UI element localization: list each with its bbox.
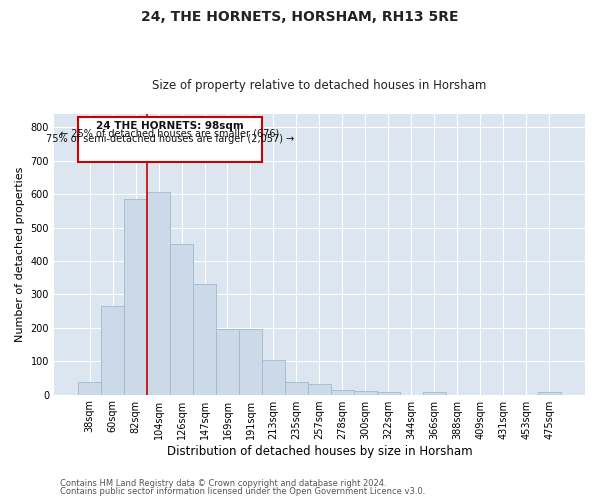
Bar: [331, 390, 354, 394]
Bar: [216, 329, 239, 394]
Text: 24, THE HORNETS, HORSHAM, RH13 5RE: 24, THE HORNETS, HORSHAM, RH13 5RE: [141, 10, 459, 24]
Bar: [101, 306, 124, 394]
Bar: [308, 384, 331, 394]
Y-axis label: Number of detached properties: Number of detached properties: [15, 166, 25, 342]
Bar: [78, 118, 262, 162]
Bar: [147, 192, 170, 394]
Bar: [377, 392, 400, 394]
Text: 75% of semi-detached houses are larger (2,057) →: 75% of semi-detached houses are larger (…: [46, 134, 294, 144]
Text: 24 THE HORNETS: 98sqm: 24 THE HORNETS: 98sqm: [96, 122, 244, 132]
Bar: [354, 390, 377, 394]
Bar: [124, 199, 147, 394]
Bar: [285, 382, 308, 394]
Bar: [170, 244, 193, 394]
Text: Contains HM Land Registry data © Crown copyright and database right 2024.: Contains HM Land Registry data © Crown c…: [60, 478, 386, 488]
Bar: [538, 392, 561, 394]
Text: ← 25% of detached houses are smaller (676): ← 25% of detached houses are smaller (67…: [61, 128, 280, 138]
Text: Contains public sector information licensed under the Open Government Licence v3: Contains public sector information licen…: [60, 487, 425, 496]
Bar: [78, 382, 101, 394]
X-axis label: Distribution of detached houses by size in Horsham: Distribution of detached houses by size …: [167, 444, 472, 458]
Bar: [262, 360, 285, 394]
Bar: [423, 392, 446, 394]
Bar: [193, 284, 216, 395]
Title: Size of property relative to detached houses in Horsham: Size of property relative to detached ho…: [152, 79, 487, 92]
Bar: [239, 330, 262, 394]
